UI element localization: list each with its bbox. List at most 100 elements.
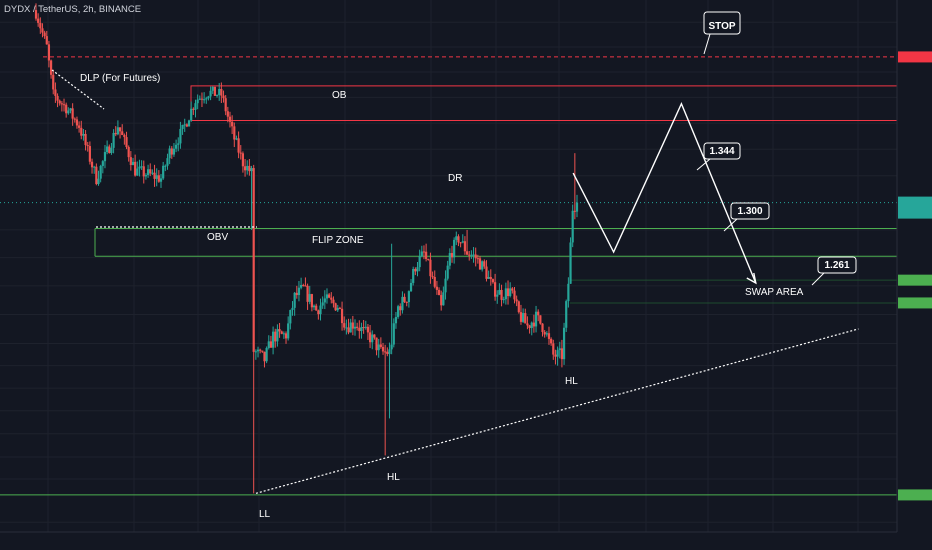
candle-body	[215, 95, 219, 97]
candle-body	[196, 99, 199, 104]
candle-body	[481, 261, 484, 270]
candle-body	[459, 242, 462, 244]
candle-body	[297, 287, 301, 296]
dr-label: DR	[448, 173, 462, 184]
price-tag-level	[898, 297, 932, 309]
candle-body	[571, 210, 574, 243]
candle-body	[243, 166, 247, 171]
candle-body	[58, 100, 61, 104]
candle-body	[47, 44, 51, 61]
candle-body	[101, 161, 104, 166]
target-3-callout-box	[817, 256, 857, 274]
projection-arrowhead	[746, 272, 757, 285]
candle-body	[506, 288, 510, 297]
candle-body	[209, 90, 212, 97]
candle-body	[129, 157, 132, 166]
candle-body	[136, 168, 139, 176]
ll-label: LL	[259, 509, 271, 520]
grid	[0, 0, 897, 532]
time-axis-background	[0, 532, 897, 550]
candle-body	[190, 108, 193, 121]
target-1-callout-pointer	[696, 158, 711, 171]
candle-body	[116, 127, 120, 135]
candle-body	[330, 297, 333, 300]
candle-body	[276, 329, 279, 342]
symbol-title: DYDX / TetherUS, 2h, BINANCE	[4, 4, 141, 15]
candle-body	[97, 178, 100, 185]
candle-body	[284, 333, 288, 339]
candle-body	[567, 283, 570, 302]
candle-body	[388, 349, 391, 355]
candle-body	[530, 322, 533, 329]
candle-body	[39, 22, 42, 29]
candle-body	[485, 266, 488, 279]
candle-body	[407, 291, 410, 303]
candle-body	[82, 133, 85, 136]
candle-body	[502, 299, 505, 301]
candle-body	[121, 131, 124, 135]
candle-body	[239, 152, 242, 154]
candle-body	[220, 88, 223, 96]
ob-label: OB	[332, 90, 347, 101]
candle-body	[440, 295, 443, 306]
candle-body	[95, 166, 98, 185]
candle-body	[317, 310, 320, 315]
ascending-trendline	[255, 328, 859, 494]
candle-body	[205, 98, 208, 100]
candle-body	[429, 259, 432, 277]
candle-body	[211, 86, 214, 91]
candle-body	[319, 305, 322, 315]
candle-body	[166, 158, 169, 166]
candle-body	[192, 108, 195, 110]
candle-body	[198, 98, 201, 100]
candle-body	[483, 261, 486, 267]
candle-body	[34, 10, 38, 19]
candle-body	[448, 253, 451, 266]
candle-body	[78, 125, 81, 128]
candle-body	[334, 303, 337, 311]
candle-body	[522, 313, 525, 322]
candle-body	[127, 147, 130, 158]
candle-body	[174, 144, 178, 149]
swap-area-label: SWAP AREA	[745, 287, 804, 298]
candle-body	[207, 96, 210, 99]
candle-body	[340, 308, 344, 324]
candle-body	[468, 254, 471, 256]
candle-body	[155, 175, 158, 179]
candle-body	[425, 251, 428, 259]
candle-body	[401, 296, 404, 311]
target-2-callout-box	[730, 202, 770, 220]
candle-body	[381, 346, 385, 352]
flip-zone-label: FLIP ZONE	[312, 235, 364, 246]
candle-body	[556, 350, 559, 357]
candle-body	[312, 305, 316, 308]
candle-body	[416, 267, 419, 272]
candle-body	[575, 202, 579, 212]
candle-body	[476, 258, 479, 260]
candle-body	[65, 104, 68, 114]
candle-body	[69, 108, 72, 111]
candle-body	[545, 333, 548, 335]
candle-body	[293, 292, 296, 308]
candle-body	[386, 351, 389, 355]
candle-body	[90, 161, 94, 168]
candle-body	[422, 251, 426, 253]
candle-body	[233, 126, 236, 140]
candle-body	[187, 120, 191, 127]
candle-body	[254, 351, 257, 353]
candle-body	[504, 288, 507, 300]
candle-body	[403, 296, 406, 302]
candle-body	[496, 294, 499, 297]
candle-body	[181, 124, 184, 129]
candle-body	[140, 166, 143, 168]
candle-body	[62, 104, 66, 106]
candle-body	[373, 334, 376, 338]
candle-body	[282, 333, 285, 335]
candle-body	[168, 148, 171, 159]
candle-body	[250, 168, 253, 172]
candle-body	[463, 241, 467, 252]
candle-body	[213, 86, 216, 96]
candle-body	[433, 276, 436, 287]
candle-body	[526, 323, 529, 326]
